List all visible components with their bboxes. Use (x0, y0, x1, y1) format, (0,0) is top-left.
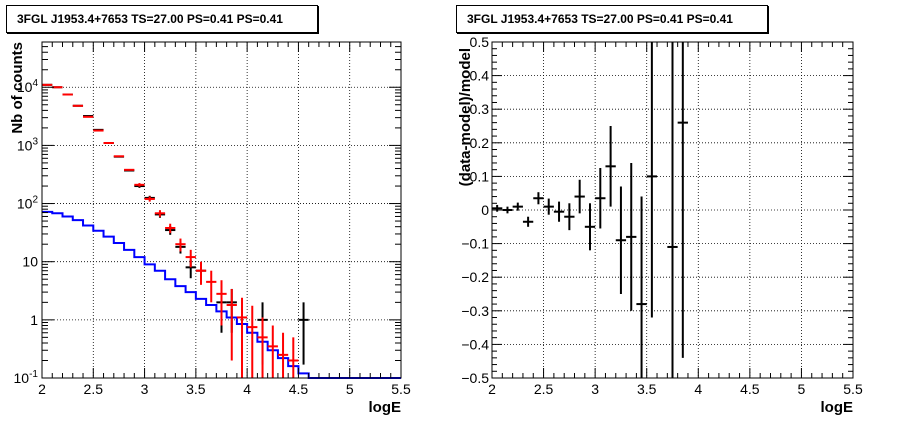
right-y-axis-label: (data-model)/model (457, 48, 474, 186)
left-x-tick-label: 5 (346, 381, 354, 397)
right-y-tick-label: 0.5 (470, 34, 490, 50)
left-y-tick-base: 10 (17, 137, 33, 153)
left-data-points-black (42, 83, 309, 365)
left-y-tick-label: 103 (17, 136, 39, 153)
left-chart-title: 3FGL J1953.4+7653 TS=27.00 PS=0.41 PS=0.… (6, 5, 318, 33)
right-x-axis (491, 42, 854, 378)
right-x-tick-label: 3 (591, 381, 599, 397)
left-y-axis (42, 41, 401, 379)
left-y-tick-exponent: 2 (32, 195, 38, 206)
left-x-tick-label: 5.5 (391, 381, 411, 397)
left-y-tick-label: 10 (22, 254, 38, 270)
left-y-tick-label: 104 (17, 78, 39, 95)
right-y-axis (492, 41, 853, 379)
left-y-tick-base: 10 (22, 254, 38, 270)
left-y-tick-label: 10-1 (14, 369, 39, 386)
left-y-tick-label: 1 (30, 312, 38, 328)
right-x-tick-label: 3.5 (637, 381, 657, 397)
right-y-tick-label: 0.1 (470, 168, 490, 184)
right-chart-title: 3FGL J1953.4+7653 TS=27.00 PS=0.41 PS=0.… (456, 5, 768, 33)
left-y-tick-exponent: 3 (32, 136, 38, 147)
right-y-tick-label: 0 (481, 202, 489, 218)
right-x-tick-label: 4 (694, 381, 702, 397)
left-plot-frame (41, 41, 402, 379)
left-x-tick-label: 2.5 (84, 381, 104, 397)
left-x-tick-label: 2 (38, 381, 46, 397)
right-y-tick-label: 0.2 (470, 135, 490, 151)
right-x-tick-label: 4.5 (740, 381, 760, 397)
right-x-tick-label: 5 (798, 381, 806, 397)
right-y-tick-label: −0.3 (461, 303, 489, 319)
left-y-tick-base: 10 (14, 370, 30, 386)
right-x-axis-label: logE (821, 399, 854, 416)
left-y-tick-exponent: -1 (29, 369, 38, 380)
left-x-tick-label: 3 (141, 381, 149, 397)
left-x-axis-label: logE (369, 399, 402, 416)
right-x-tick-label: 2.5 (534, 381, 554, 397)
left-y-tick-base: 1 (30, 312, 38, 328)
right-x-tick-label: 2 (488, 381, 496, 397)
right-y-tick-label: −0.5 (461, 370, 489, 386)
left-data-points-red (42, 83, 299, 378)
left-y-axis-label: Nb of counts (9, 42, 26, 134)
right-y-tick-label: 0.3 (470, 101, 490, 117)
left-x-tick-label: 4.5 (289, 381, 309, 397)
left-y-tick-base: 10 (17, 196, 33, 212)
left-y-tick-label: 102 (17, 195, 39, 212)
left-grid (42, 42, 401, 378)
left-y-tick-exponent: 4 (32, 78, 38, 89)
right-y-tick-label: −0.2 (461, 269, 489, 285)
right-y-tick-label: 0.4 (470, 68, 490, 84)
left-x-tick-label: 3.5 (186, 381, 206, 397)
left-model-histogram (42, 210, 401, 379)
right-residual-points (492, 42, 688, 378)
left-x-axis (41, 42, 402, 378)
right-y-tick-label: −0.4 (461, 336, 489, 352)
right-chart: 2 2.5 3 3.5 4 4.5 5 5.5 logE −0.5 −0.4 −0.3 −0.2 −0.1… (457, 34, 863, 416)
right-y-tick-label: −0.1 (461, 236, 489, 252)
left-x-tick-label: 4 (243, 381, 251, 397)
left-y-tick-base: 10 (17, 79, 33, 95)
right-x-tick-label: 5.5 (843, 381, 863, 397)
